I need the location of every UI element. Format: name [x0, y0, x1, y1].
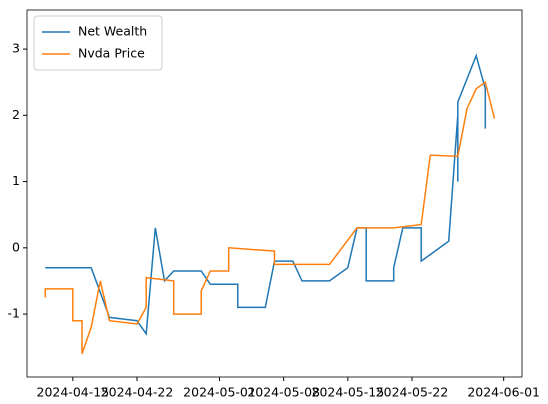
plot-frame — [26, 9, 523, 378]
series-line — [44, 80, 496, 355]
y-tick-label: 1 — [12, 173, 20, 188]
x-tick-label: 2024-05-01 — [183, 385, 256, 400]
x-tick-label: 2024-06-01 — [467, 385, 540, 400]
x-tick-label: 2024-04-15 — [37, 385, 110, 400]
legend-box — [33, 15, 163, 71]
legend-label: Nvda Price — [78, 46, 145, 61]
x-tick-label: 2024-05-22 — [376, 385, 449, 400]
y-tick-label: -1 — [8, 306, 20, 321]
x-tick-label: 2024-05-15 — [312, 385, 385, 400]
x-tick-label: 2024-04-22 — [101, 385, 174, 400]
y-tick-label: 0 — [12, 239, 20, 254]
y-tick-label: 2 — [12, 107, 20, 122]
series-line — [45, 53, 487, 337]
legend-label: Net Wealth — [78, 24, 147, 39]
y-tick-label: 3 — [12, 41, 20, 56]
x-tick-label: 2024-05-08 — [247, 385, 320, 400]
